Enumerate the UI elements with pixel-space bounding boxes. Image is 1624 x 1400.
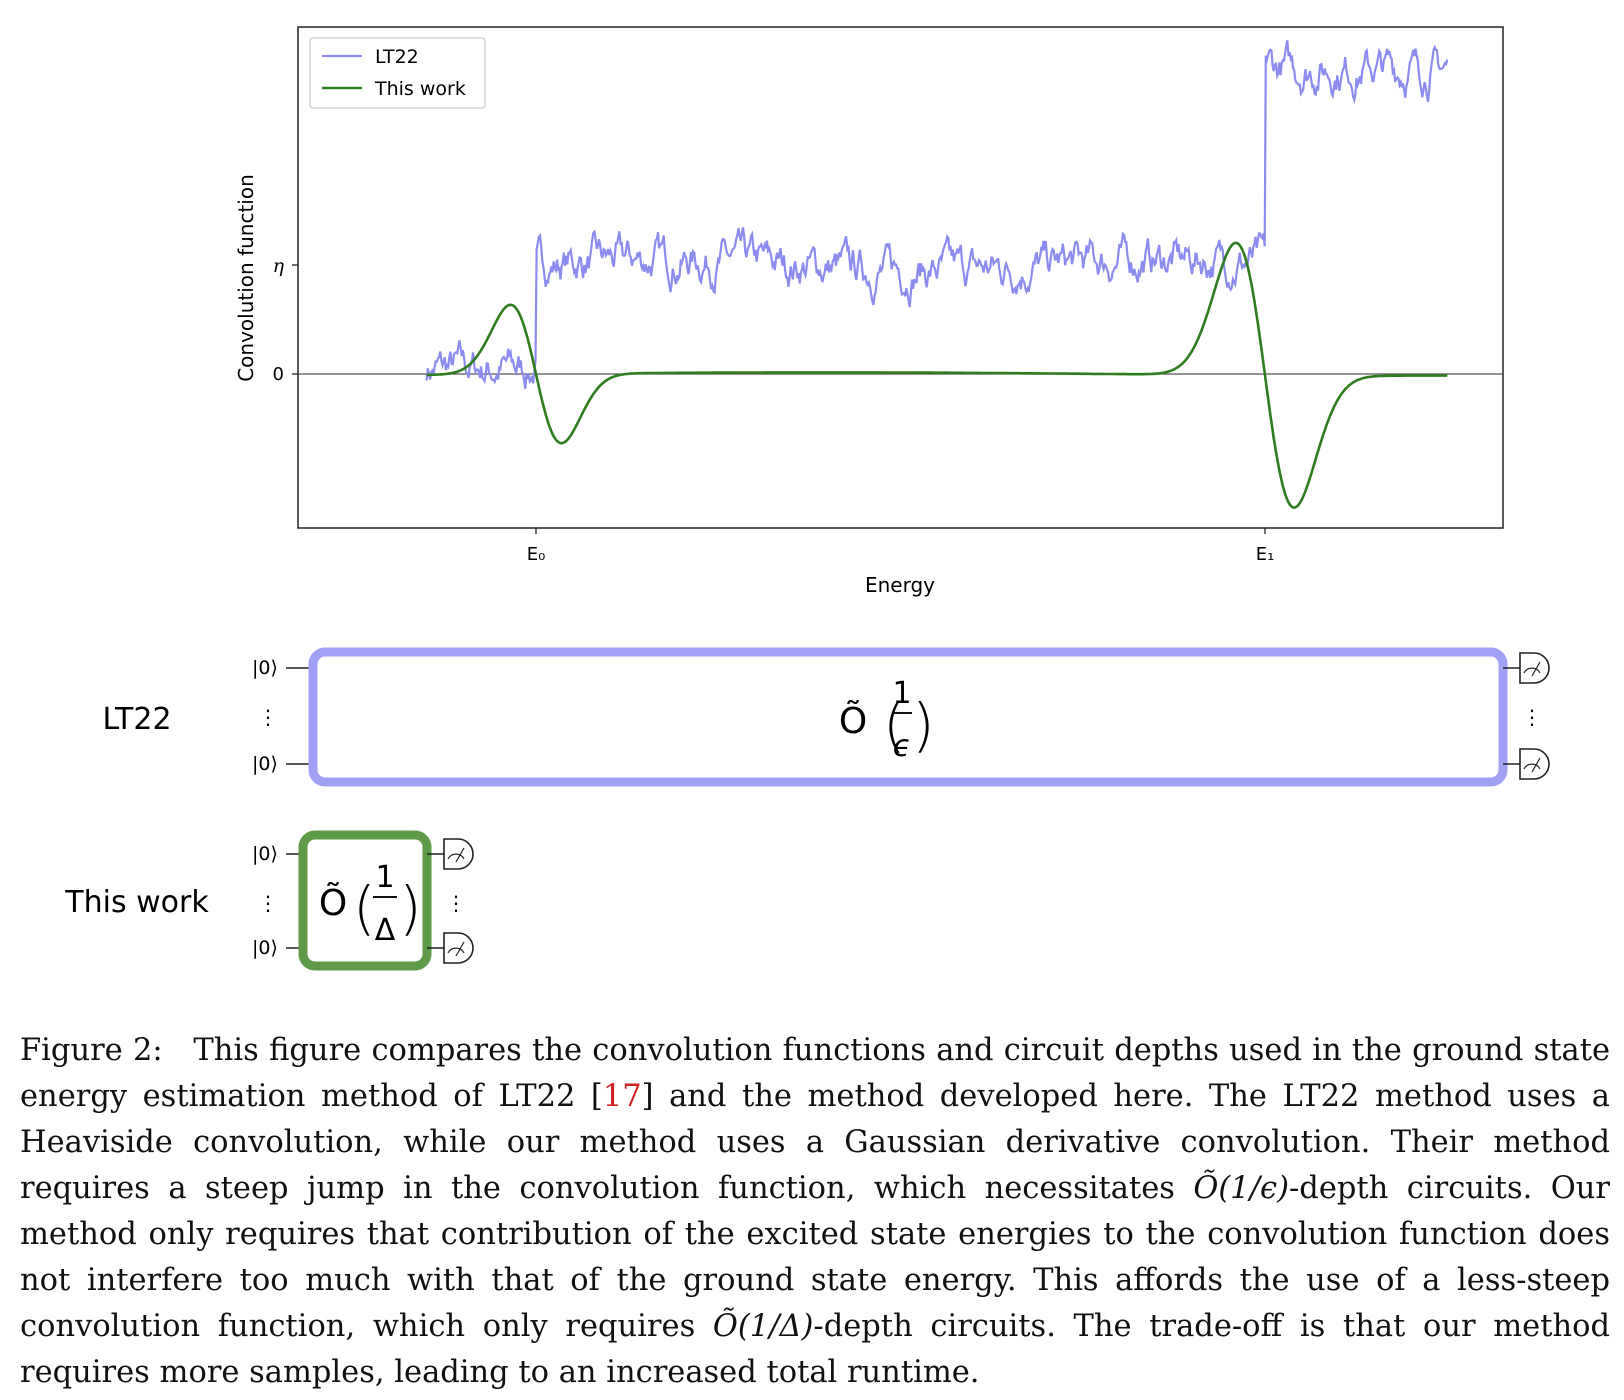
citation-link[interactable]: 17 (602, 1079, 642, 1114)
caption-text: -depth circuits. Our method only require… (20, 1171, 1611, 1344)
svg-text:1: 1 (375, 860, 394, 895)
caption-text: This figure compares the convolution fun… (20, 1033, 1610, 1114)
gate-box-this-work (298, 830, 432, 971)
y-tick-eta: η (273, 255, 298, 277)
svg-text:): ) (912, 691, 935, 759)
svg-text:E₁: E₁ (1256, 544, 1275, 565)
svg-text:(: ( (883, 691, 906, 759)
x-tick-e0: E₀ (527, 528, 546, 565)
svg-text:Õ: Õ (319, 882, 347, 924)
svg-text:): ) (399, 874, 422, 942)
math-expression: Õ(1/ϵ) (1193, 1171, 1289, 1206)
svg-text:Δ: Δ (375, 913, 396, 948)
svg-text:(: ( (353, 874, 376, 942)
caption-text: -depth circuits. The trade-off is that o… (20, 1309, 1610, 1390)
y-axis-label: Convolution function (234, 174, 258, 382)
svg-text:⋮: ⋮ (446, 891, 466, 915)
circuit-lt22: LT22 |0⟩ ⋮ |0⟩ Õ ( 1 ϵ ) ⋮ (102, 647, 1550, 787)
qubit-input-bottom: |0⟩ (252, 937, 278, 959)
svg-text:Õ: Õ (839, 700, 867, 742)
qubit-input-top: |0⟩ (252, 657, 278, 679)
y-tick-0: 0 (273, 364, 298, 385)
circuit-label-lt22: LT22 (102, 702, 171, 737)
series-line-this-work (426, 241, 1448, 509)
legend-label-this-work: This work (374, 78, 466, 100)
svg-text:ϵ: ϵ (893, 729, 911, 764)
vdots: ⋮ (258, 891, 278, 915)
vdots: ⋮ (258, 705, 278, 729)
math-expression: Õ(1/Δ) (712, 1309, 814, 1344)
x-axis-label: Energy (865, 573, 935, 597)
svg-text:0: 0 (273, 364, 284, 385)
series-line-lt22 (425, 40, 1449, 389)
svg-text:E₀: E₀ (527, 544, 546, 565)
figure-caption: Figure 2: This figure compares the convo… (20, 1028, 1610, 1396)
figure: 0 η E₀ E₁ Energy Convolution function LT… (64, 26, 1550, 971)
gate-box-lt22 (308, 647, 1508, 787)
legend-label-lt22: LT22 (375, 46, 419, 68)
legend: LT22 This work (309, 37, 486, 109)
svg-text:⋮: ⋮ (1522, 705, 1542, 729)
x-tick-e1: E₁ (1256, 528, 1275, 565)
svg-text:1: 1 (892, 676, 911, 711)
caption-lead: Figure 2: (20, 1033, 163, 1068)
qubit-input-top: |0⟩ (252, 843, 278, 865)
caption-text: ] and the method developed here. The LT2… (20, 1079, 1610, 1206)
svg-text:η: η (273, 255, 285, 277)
circuit-this-work: This work |0⟩ ⋮ |0⟩ Õ ( 1 Δ ) ⋮ (64, 830, 474, 971)
qubit-input-bottom: |0⟩ (252, 753, 278, 775)
circuit-label-this-work: This work (64, 885, 209, 920)
